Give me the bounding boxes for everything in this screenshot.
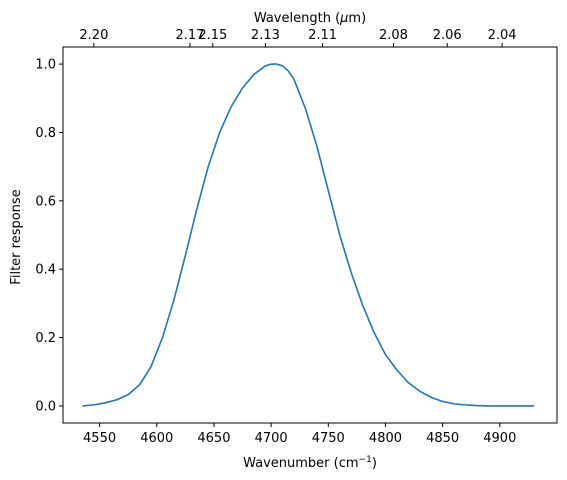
- x-tick-label: 4850: [426, 431, 459, 446]
- y-tick-label: 0.6: [35, 194, 56, 209]
- top-tick-label: 2.11: [308, 28, 337, 43]
- top-tick-label: 2.15: [198, 28, 227, 43]
- y-tick-label: 0.0: [35, 399, 56, 414]
- x-tick-label: 4700: [255, 431, 288, 446]
- y-tick-label: 0.4: [35, 263, 56, 278]
- x-tick-label: 4800: [369, 431, 402, 446]
- top-tick-label: 2.06: [433, 28, 462, 43]
- y-tick-label: 0.8: [35, 126, 56, 141]
- y-tick-label: 1.0: [35, 58, 56, 73]
- x-tick-label: 4900: [483, 431, 516, 446]
- top-tick-label: 2.08: [379, 28, 408, 43]
- x-tick-label: 4600: [140, 431, 173, 446]
- x-axis-label: Wavenumber (cm−1): [243, 455, 377, 471]
- top-tick-label: 2.20: [79, 28, 108, 43]
- x-tick-label: 4550: [83, 431, 116, 446]
- plot-layer: [82, 63, 535, 407]
- top-x-axis-label: Wavelength (μm): [254, 11, 366, 26]
- plot-frame: [62, 46, 558, 424]
- top-tick-label: 2.04: [488, 28, 517, 43]
- series-line-0: [82, 63, 535, 407]
- x-tick-label: 4750: [312, 431, 345, 446]
- y-axis-label: Filter response: [9, 189, 24, 284]
- ticks-layer: 4550 4600 4650 4700 4750 4800 4850 4900 0.0 0.2 0.…: [35, 28, 516, 446]
- top-tick-label: 2.17: [175, 28, 204, 43]
- y-tick-label: 0.2: [35, 331, 56, 346]
- top-tick-label: 2.13: [251, 28, 280, 43]
- x-tick-label: 4650: [197, 431, 230, 446]
